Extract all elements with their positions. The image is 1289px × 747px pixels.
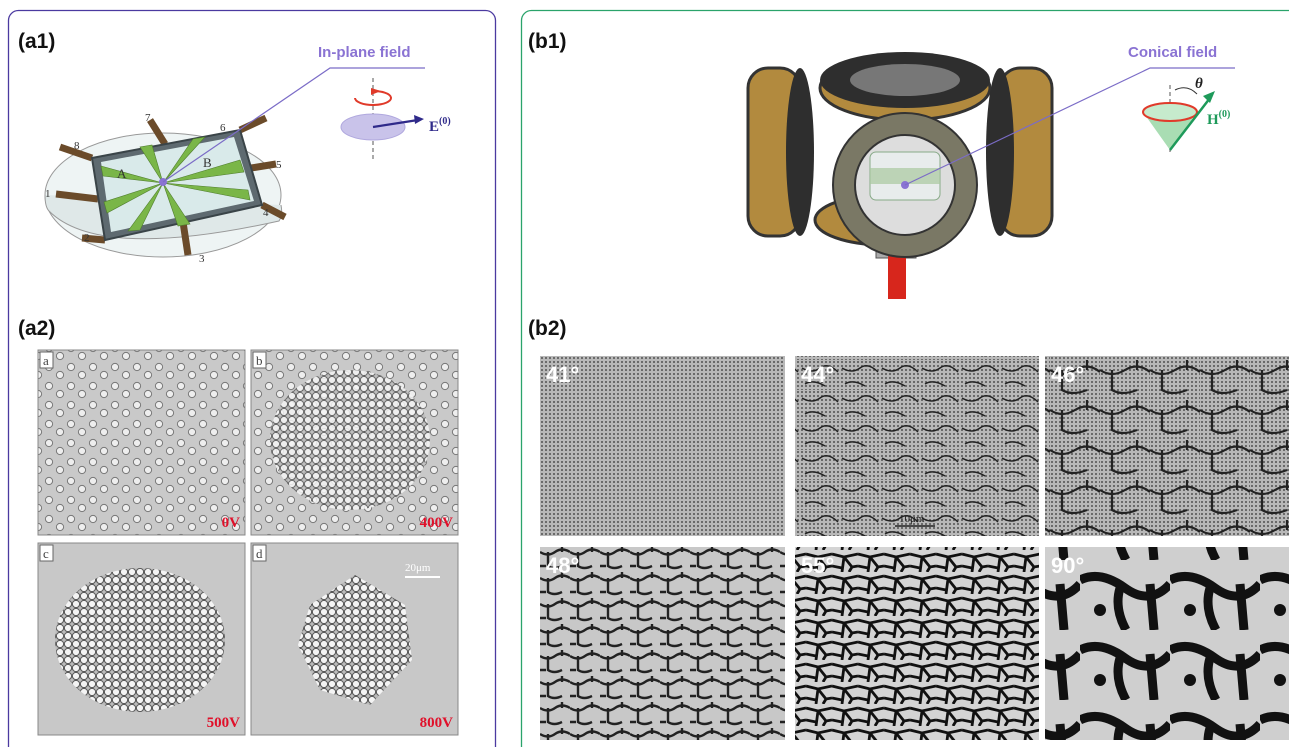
- voltage-label: 500V: [207, 715, 241, 731]
- field-label: In-plane field: [318, 44, 411, 61]
- panel-label: (a2): [18, 317, 55, 340]
- rotating-field-icon: [341, 78, 424, 160]
- field-symbol: H(0): [1207, 109, 1230, 128]
- conical-field-icon: [1143, 85, 1215, 155]
- electrode-number: 4: [263, 207, 269, 219]
- panel-label: (b2): [528, 317, 567, 340]
- micrograph-grid: [540, 356, 1289, 740]
- voltage-label: 800V: [420, 715, 454, 731]
- electrode-number: 1: [45, 188, 51, 200]
- voltage-label: 400V: [420, 515, 454, 531]
- field-symbol: E(0): [429, 116, 451, 135]
- superscript: (0): [439, 116, 451, 127]
- scale-bar-label: 20μm: [405, 562, 431, 574]
- angle-label: 41°: [546, 362, 579, 387]
- electrode-number: 8: [74, 140, 80, 152]
- panel-label: (b1): [528, 30, 567, 53]
- superscript: (0): [1219, 109, 1231, 120]
- region-label: A: [117, 166, 127, 181]
- panel-label: (a1): [18, 30, 55, 53]
- scale-bar-label: 10μm: [899, 513, 925, 525]
- coil-apparatus: [748, 52, 1052, 299]
- electrode-number: 5: [276, 159, 282, 171]
- image-tag: c: [43, 546, 49, 561]
- angle-label: 44°: [801, 362, 834, 387]
- electrode-number: 3: [199, 253, 205, 265]
- cluster: [270, 370, 430, 510]
- cluster: [55, 568, 225, 712]
- angle-symbol: θ: [1195, 76, 1203, 92]
- angle-label: 46°: [1051, 362, 1084, 387]
- electrode-number: 2: [84, 232, 90, 244]
- voltage-label: 0V: [222, 515, 241, 531]
- symbol: E: [429, 119, 439, 135]
- electrode-number: 6: [220, 122, 226, 134]
- angle-label: 48°: [546, 553, 579, 578]
- symbol: H: [1207, 112, 1219, 128]
- micrograph-grid: [38, 350, 458, 735]
- image-tag: d: [256, 546, 263, 561]
- figure: (a1) (a2) (b1) (b2) In-plane field 1 2 3…: [0, 0, 1289, 747]
- image-tag: a: [43, 353, 49, 368]
- angle-label: 90°: [1051, 553, 1084, 578]
- field-label: Conical field: [1128, 44, 1217, 61]
- micrograph: [38, 350, 245, 535]
- region-label: B: [203, 155, 212, 170]
- electrode-device: [45, 118, 285, 257]
- image-tag: b: [256, 353, 263, 368]
- angle-label: 55°: [801, 553, 834, 578]
- electrode-number: 7: [145, 112, 151, 124]
